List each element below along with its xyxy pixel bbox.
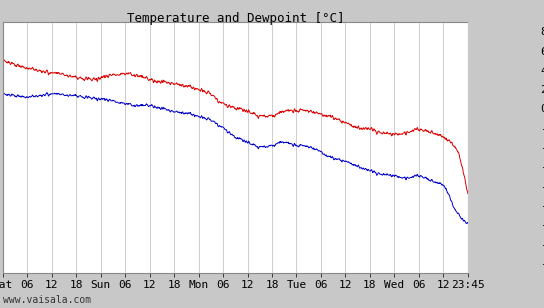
Text: www.vaisala.com: www.vaisala.com [3, 295, 91, 305]
Text: Temperature and Dewpoint [°C]: Temperature and Dewpoint [°C] [127, 12, 344, 25]
